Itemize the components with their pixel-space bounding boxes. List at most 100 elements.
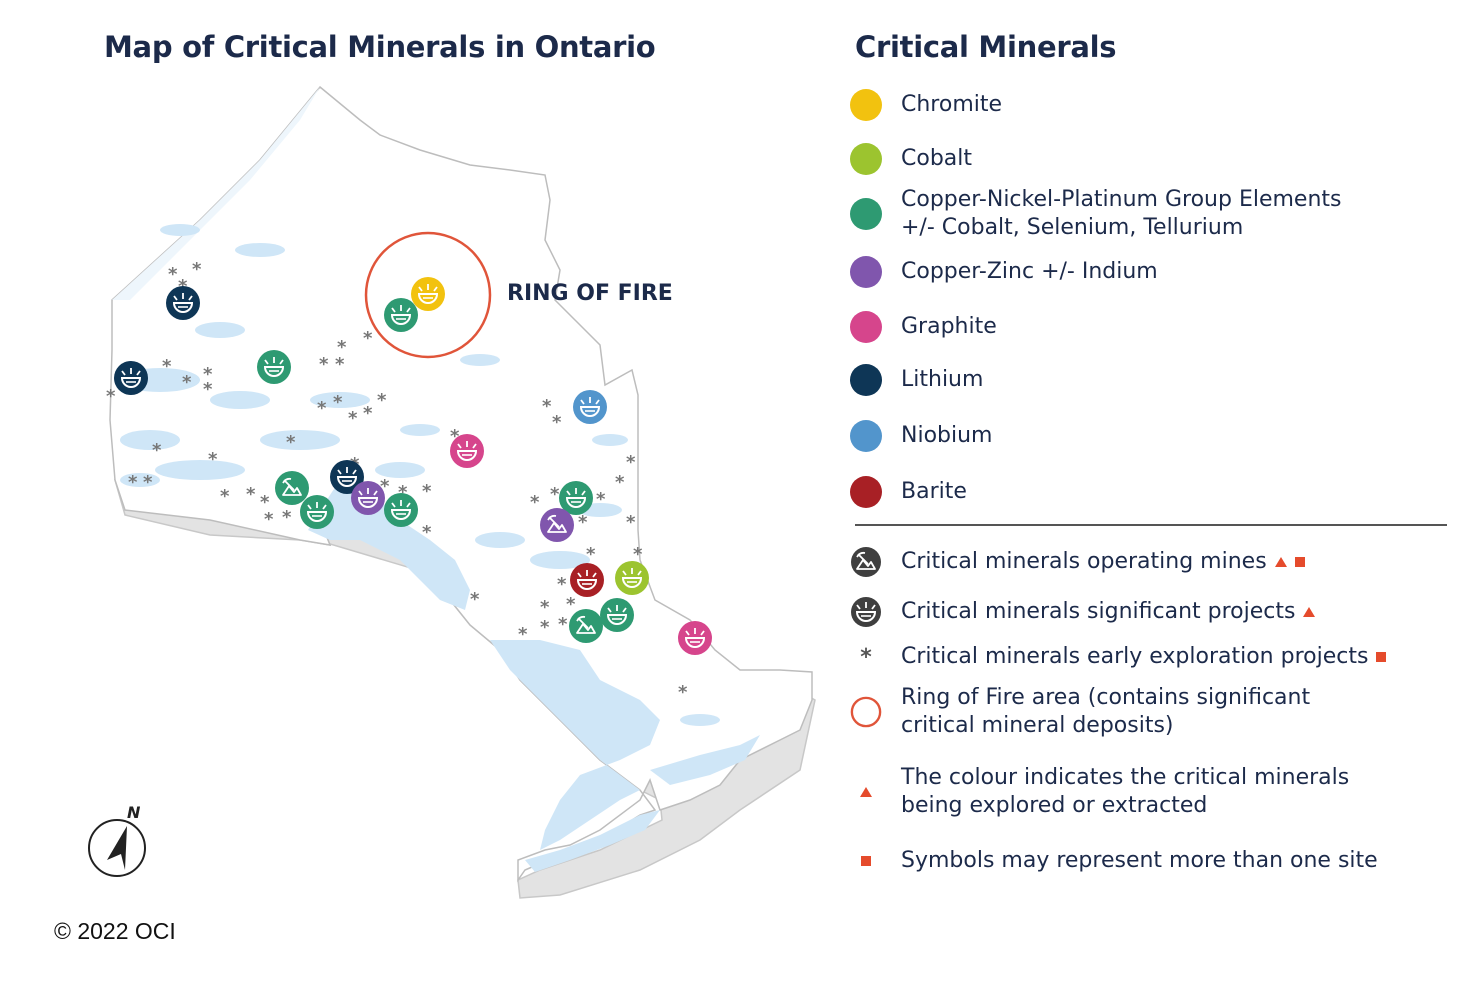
exploration-asterisk: * [398, 482, 408, 503]
map-title: Map of Critical Minerals in Ontario [104, 30, 656, 64]
legend-item-cu-zn: Copper-Zinc +/- Indium [850, 256, 1158, 288]
exploration-asterisk: * [317, 398, 327, 419]
marker-graphite-project [450, 434, 484, 468]
niobium-swatch [850, 420, 882, 452]
exploration-asterisk: * [578, 512, 588, 533]
marker-cu-ni-pge-project [257, 350, 291, 384]
lake-erie [525, 810, 660, 872]
legend-label: Symbols may represent more than one site [901, 848, 1378, 873]
legend-divider [855, 524, 1447, 526]
marker-lithium-project [114, 361, 148, 395]
legend-note-colour: The colour indicates the critical minera… [850, 764, 1349, 820]
exploration-asterisk: * [319, 354, 329, 375]
legend-item-operating-mines: Critical minerals operating mines [850, 546, 1305, 578]
triangle-note-icon [1303, 607, 1316, 617]
exploration-asterisk: * [678, 682, 688, 703]
ring-icon [850, 696, 882, 728]
legend-item-significant-projects: Critical minerals significant projects [850, 596, 1316, 628]
legend-title: Critical Minerals [855, 30, 1117, 64]
square-note-icon [1294, 557, 1305, 567]
exploration-asterisk: * [152, 440, 162, 461]
exploration-asterisk: * [337, 337, 347, 358]
cobalt-swatch [850, 143, 882, 175]
exploration-asterisk: * [450, 426, 460, 447]
marker-cu-ni-pge-project [384, 493, 418, 527]
exploration-asterisk: * [422, 481, 432, 502]
legend-item-ring-of-fire: Ring of Fire area (contains significant … [850, 684, 1310, 740]
exploration-asterisk: * [192, 259, 202, 280]
marker-cu-ni-pge-mine [275, 471, 309, 505]
cu-ni-pge-swatch [850, 198, 882, 230]
marker-lithium-project [330, 460, 364, 494]
marker-cu-ni-pge-project [384, 298, 418, 332]
legend-label: Lithium [901, 367, 984, 392]
lake-superior [308, 465, 470, 610]
marker-cu-zn-mine [540, 508, 574, 542]
asterisk-icon: * [860, 644, 872, 670]
marker-cu-ni-pge-mine [569, 609, 603, 643]
exploration-asterisk: * [552, 412, 562, 433]
exploration-asterisk: * [143, 472, 153, 493]
legend-label: Critical minerals significant projects [901, 599, 1296, 624]
marker-graphite-project [678, 621, 712, 655]
exploration-asterisk: * [246, 484, 256, 505]
triangle-note-icon [850, 776, 882, 808]
marker-niobium-project [573, 390, 607, 424]
exploration-asterisk: * [530, 492, 540, 513]
exploration-asterisk: * [286, 432, 296, 453]
marker-chromite-project [411, 277, 445, 311]
exploration-asterisk: * [633, 544, 643, 565]
legend-item-barite: Barite [850, 476, 967, 508]
exploration-asterisk: * [557, 574, 567, 595]
compass-north-letter: N [127, 803, 141, 822]
exploration-asterisk: * [335, 354, 345, 375]
exploration-asterisk: * [542, 396, 552, 417]
ring-of-fire-label: RING OF FIRE [507, 281, 673, 306]
exploration-asterisk: * [128, 472, 138, 493]
exploration-asterisk: * [558, 614, 568, 635]
exploration-asterisk: * [333, 392, 343, 413]
legend-item-cobalt: Cobalt [850, 143, 972, 175]
lake-ontario [650, 735, 760, 785]
exploration-asterisk: * [422, 522, 432, 543]
exploration-asterisk: * [626, 512, 636, 533]
project-icon [850, 596, 882, 628]
legend-label: Chromite [901, 92, 1003, 117]
mine-icon [850, 546, 882, 578]
copyright: © 2022 OCI [54, 918, 176, 944]
legend-item-chromite: Chromite [850, 89, 1002, 121]
exploration-asterisk: * [550, 484, 560, 505]
exploration-asterisk: * [518, 624, 528, 645]
marker-cu-ni-pge-project [559, 481, 593, 515]
exploration-asterisk: * [540, 617, 550, 638]
legend-label: Copper-Zinc +/- Indium [901, 259, 1158, 284]
exploration-asterisk: * [363, 403, 373, 424]
marker-cu-ni-pge-project [300, 495, 334, 529]
barite-swatch [850, 476, 882, 508]
legend-label: Niobium [901, 423, 993, 448]
exploration-asterisk: * [162, 356, 172, 377]
lithium-swatch [850, 364, 882, 396]
exploration-asterisk: * [203, 364, 213, 385]
legend-label: Barite [901, 479, 967, 504]
legend-label: Copper-Nickel-Platinum Group Elements +/… [901, 187, 1342, 240]
legend-item-cu-ni-pge: Copper-Nickel-Platinum Group Elements +/… [850, 186, 1342, 242]
marker-lithium-project [166, 286, 200, 320]
exploration-asterisk: * [380, 476, 390, 497]
square-note-icon [850, 845, 882, 877]
exploration-asterisk: * [540, 597, 550, 618]
exploration-asterisk: * [586, 544, 596, 565]
triangle-note-icon [1274, 557, 1287, 567]
square-note-icon [1376, 652, 1387, 662]
ring-of-fire-circle [364, 231, 492, 359]
exploration-asterisk: * [377, 390, 387, 411]
cu-zn-swatch [850, 256, 882, 288]
exploration-asterisk: * [106, 386, 116, 407]
legend-label: The colour indicates the critical minera… [901, 765, 1350, 818]
lake-huron-georgian-bay [490, 640, 660, 850]
project-markers [114, 277, 712, 655]
exploration-asterisk: * [596, 489, 606, 510]
exploration-asterisk: * [348, 408, 358, 429]
marker-cobalt-project [615, 561, 649, 595]
exploration-asterisk: * [260, 492, 270, 513]
